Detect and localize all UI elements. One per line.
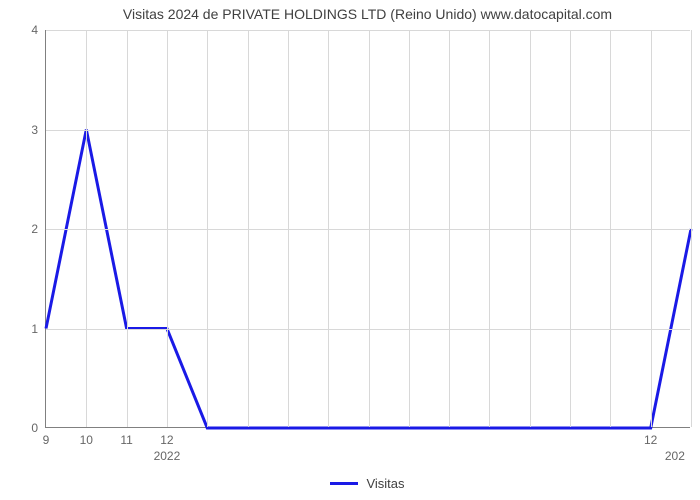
x-tick-label: 11 (120, 427, 132, 447)
plot-area: 012349101112122022202 (45, 30, 690, 428)
x-tick-label: 9 (43, 427, 50, 447)
gridline-v (449, 30, 450, 427)
gridline-v (127, 30, 128, 427)
gridline-v (288, 30, 289, 427)
x-tick-label: 12 (644, 427, 657, 447)
gridline-v (610, 30, 611, 427)
legend: Visitas (45, 476, 690, 491)
gridline-v (167, 30, 168, 427)
gridline-v (328, 30, 329, 427)
y-tick-label: 4 (31, 23, 46, 37)
gridline-v (530, 30, 531, 427)
gridline-v (86, 30, 87, 427)
gridline-v (248, 30, 249, 427)
gridline-v (489, 30, 490, 427)
gridline-v (207, 30, 208, 427)
y-tick-label: 3 (31, 123, 46, 137)
gridline-v (651, 30, 652, 427)
legend-label: Visitas (366, 476, 404, 491)
gridline-v (369, 30, 370, 427)
y-tick-label: 2 (31, 222, 46, 236)
gridline-v (409, 30, 410, 427)
gridline-v (570, 30, 571, 427)
gridline-v (691, 30, 692, 427)
legend-swatch (330, 482, 358, 485)
x-sublabel: 2022 (154, 427, 181, 463)
x-sublabel: 202 (665, 427, 685, 463)
y-tick-label: 1 (31, 322, 46, 336)
chart-title: Visitas 2024 de PRIVATE HOLDINGS LTD (Re… (45, 6, 690, 22)
line-chart: Visitas 2024 de PRIVATE HOLDINGS LTD (Re… (0, 0, 700, 500)
x-tick-label: 10 (80, 427, 93, 447)
